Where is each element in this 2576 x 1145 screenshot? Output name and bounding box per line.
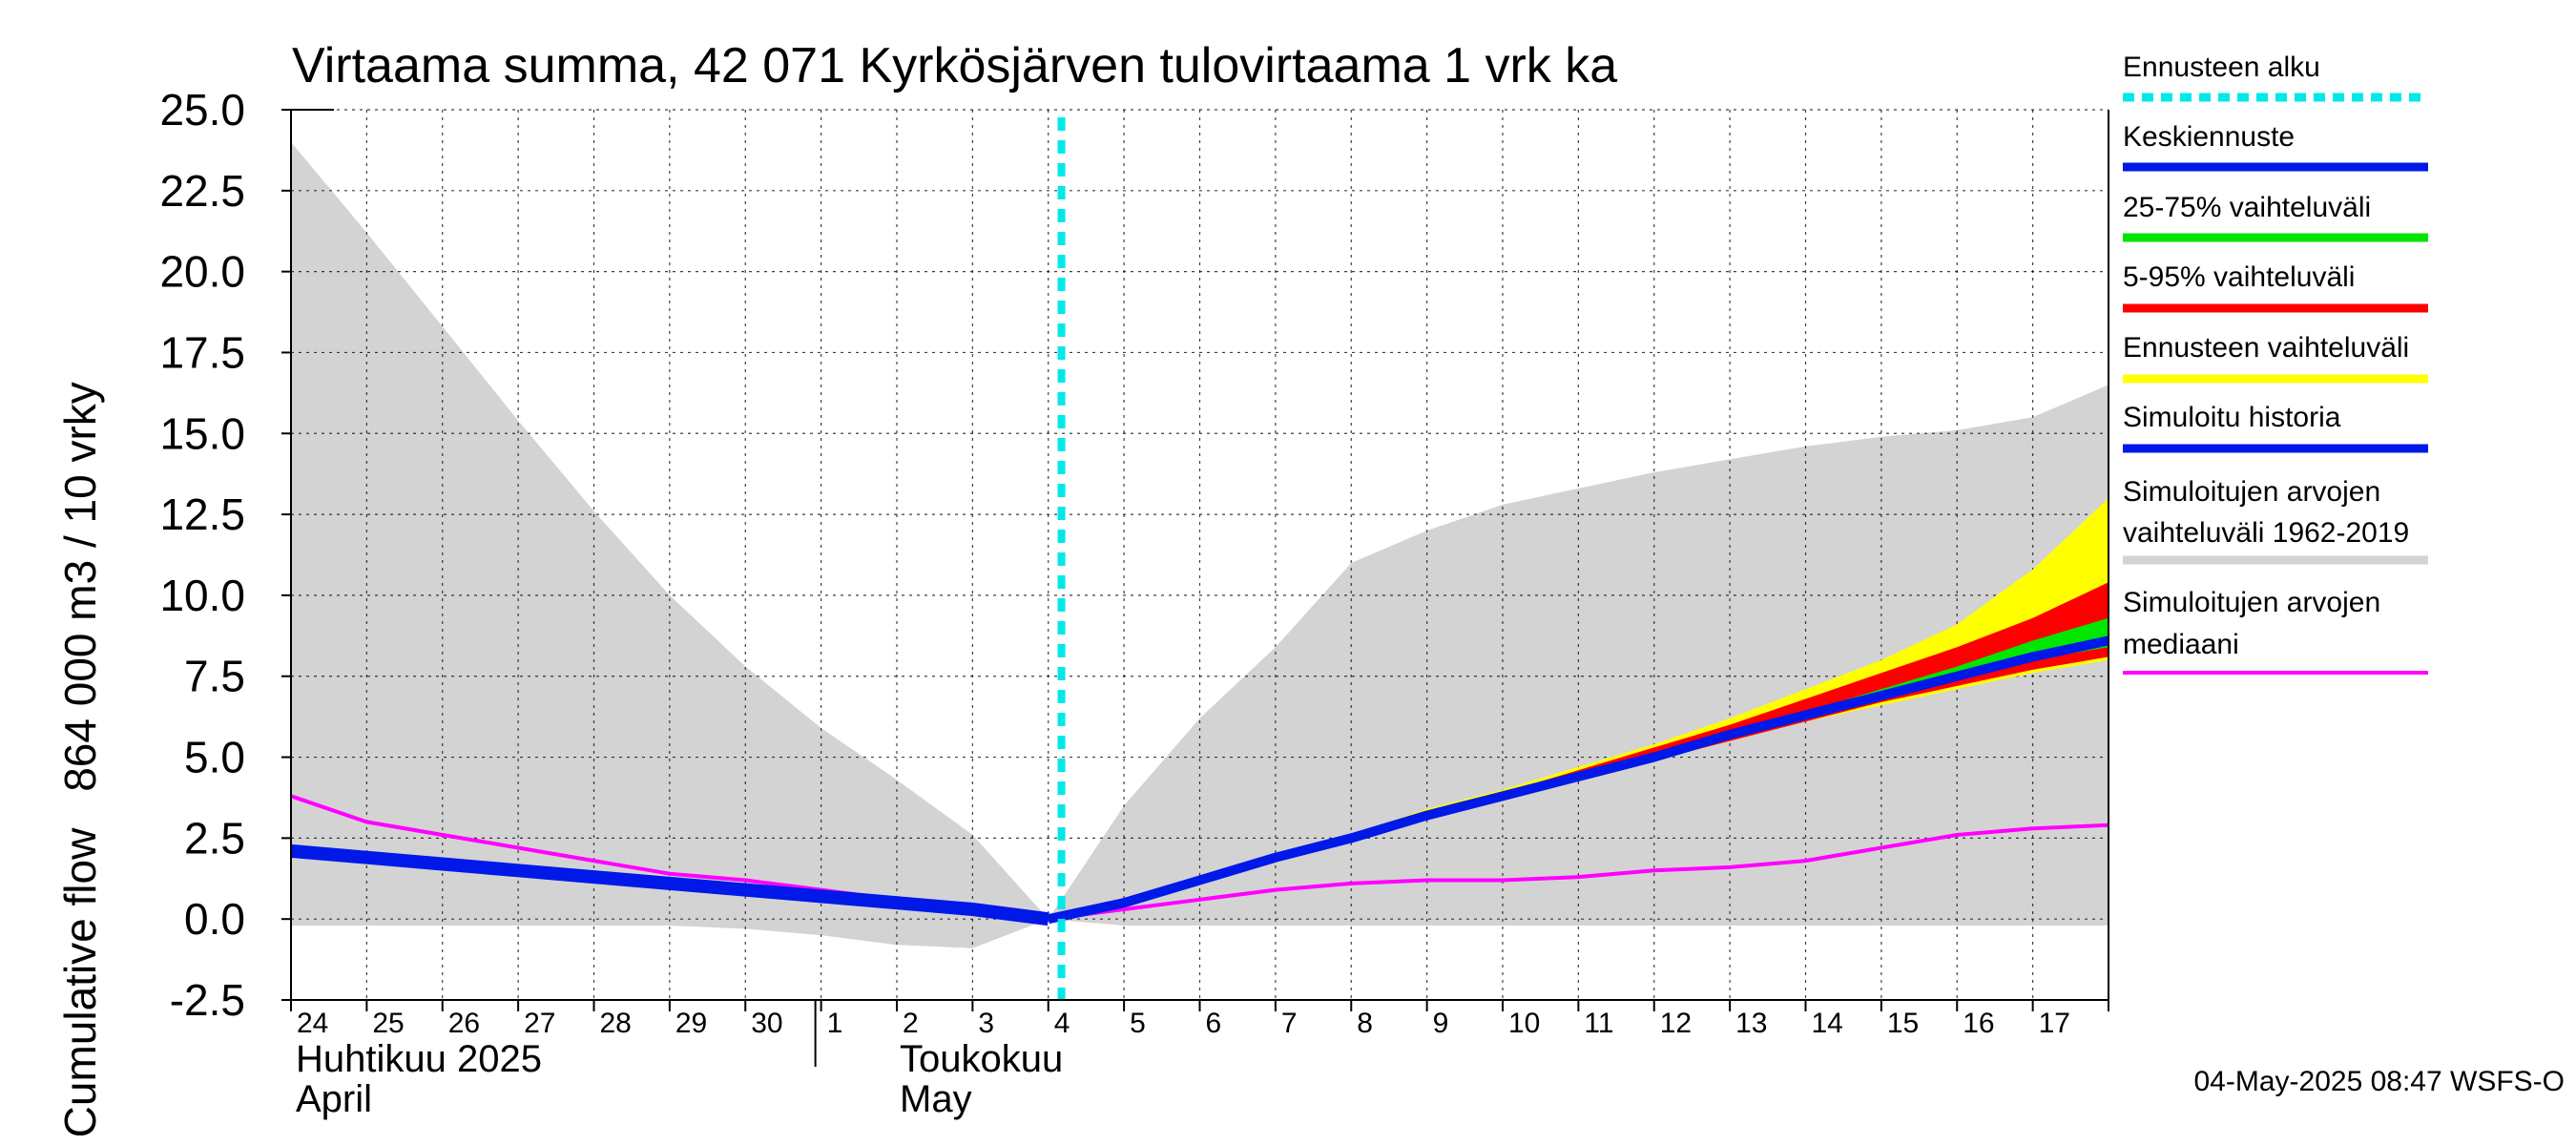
legend-item: Ennusteen vaihteluväli — [2123, 332, 2428, 384]
x-tick-label: 6 — [1206, 1008, 1222, 1039]
y-axis-label-bottom: Cumulative flow — [55, 827, 105, 1137]
x-tick-label: 9 — [1433, 1008, 1449, 1039]
x-tick-label: 17 — [2039, 1008, 2070, 1039]
x-tick-label: 2 — [903, 1008, 919, 1039]
y-tick-label: 25.0 — [159, 85, 245, 135]
month-label-may-en: May — [900, 1078, 972, 1120]
x-tick-label: 27 — [524, 1008, 555, 1039]
legend-item: 5-95% vaihteluväli — [2123, 261, 2428, 313]
x-tick-label: 14 — [1812, 1008, 1843, 1039]
legend-item: Simuloitujen arvojen mediaani — [2123, 587, 2428, 675]
x-tick-label: 28 — [600, 1008, 632, 1039]
y-tick-label: 12.5 — [159, 489, 245, 539]
y-tick-label: 22.5 — [159, 166, 245, 216]
x-tick-label: 24 — [297, 1008, 328, 1039]
x-tick-label: 1 — [827, 1008, 843, 1039]
x-tick-label: 26 — [448, 1008, 480, 1039]
legend-label: Simuloitu historia — [2123, 402, 2341, 433]
series — [290, 117, 2110, 1000]
simulated-history-line — [290, 843, 1049, 926]
legend-item: Simuloitu historia — [2123, 402, 2428, 453]
x-tick-label: 13 — [1735, 1008, 1767, 1039]
month-label-april-en: April — [296, 1078, 372, 1120]
x-tick-label: 12 — [1660, 1008, 1692, 1039]
chart-title: Virtaama summa, 42 071 Kyrkösjärven tulo… — [292, 38, 1617, 94]
legend-item: 25-75% vaihteluväli — [2123, 192, 2428, 242]
x-tick-label: 5 — [1130, 1008, 1146, 1039]
x-tick-label: 8 — [1357, 1008, 1373, 1039]
axes: 25.0 22.5 20.0 17.5 15.0 12.5 10.0 7.5 5.0 2.5 0.0… — [159, 85, 2109, 1067]
x-tick-label: 16 — [1963, 1008, 1994, 1039]
legend-item: Keskiennuste — [2123, 121, 2428, 172]
y-tick-label: 0.0 — [184, 894, 245, 944]
legend-label: Simuloitujen arvojen — [2123, 587, 2380, 618]
legend-label: Ennusteen vaihteluväli — [2123, 332, 2409, 364]
x-tick-label: 7 — [1281, 1008, 1298, 1039]
y-tick-label: 15.0 — [159, 408, 245, 458]
timestamp: 04-May-2025 08:47 WSFS-O — [2194, 1066, 2566, 1097]
y-tick-label: 10.0 — [159, 571, 245, 620]
x-tick-label: 11 — [1584, 1008, 1613, 1039]
legend-label: mediaani — [2123, 629, 2239, 660]
x-tick-label: 25 — [372, 1008, 404, 1039]
x-tick-label: 10 — [1508, 1008, 1540, 1039]
legend-item: Ennusteen alku — [2123, 52, 2428, 102]
y-tick-label: 5.0 — [184, 733, 245, 782]
legend-label: 25-75% vaihteluväli — [2123, 192, 2371, 223]
legend-label: Keskiennuste — [2123, 121, 2295, 153]
legend-item: Simuloitujen arvojen vaihteluväli 1962-20… — [2123, 476, 2428, 565]
x-tick-label: 3 — [978, 1008, 994, 1039]
y-tick-label: 20.0 — [159, 247, 245, 297]
y-tick-label: 17.5 — [159, 327, 245, 377]
x-tick-label: 4 — [1054, 1008, 1070, 1039]
median-line — [290, 794, 2109, 922]
month-label-april-fi: Huhtikuu 2025 — [296, 1038, 542, 1080]
legend-label: 5-95% vaihteluväli — [2123, 261, 2355, 293]
x-tick-label: 29 — [675, 1008, 707, 1039]
mean-forecast-line — [1047, 635, 2110, 925]
month-label-may-fi: Toukokuu — [900, 1038, 1063, 1080]
x-tick-label: 15 — [1887, 1008, 1919, 1039]
x-tick-label: 30 — [751, 1008, 782, 1039]
legend-label: vaihteluväli 1962-2019 — [2123, 517, 2409, 549]
y-tick-label: -2.5 — [170, 975, 245, 1025]
y-axis-label-top: 864 000 m3 / 10 vrky — [55, 382, 105, 792]
legend-label: Ennusteen alku — [2123, 52, 2320, 83]
y-tick-label: 7.5 — [184, 652, 245, 701]
legend-label: Simuloitujen arvojen — [2123, 476, 2380, 508]
y-tick-label: 2.5 — [184, 813, 245, 863]
legend: Ennusteen alku Keskiennuste 25-75% vaihtel… — [2123, 52, 2428, 675]
